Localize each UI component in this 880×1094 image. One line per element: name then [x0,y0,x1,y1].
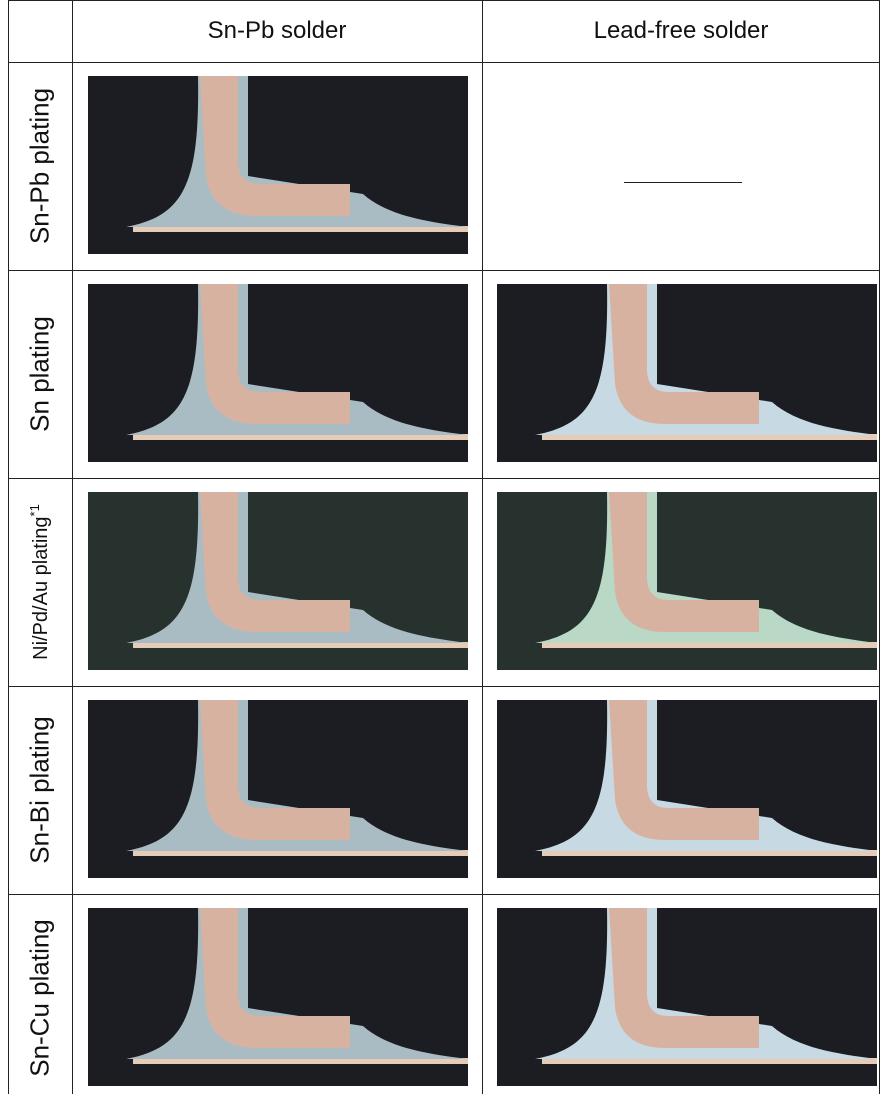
rule [8,894,880,895]
row-label: Sn-Pb plating [25,88,56,244]
lead [609,908,759,1048]
footnote-mark: *1 [27,504,43,517]
cross-section-photo [88,284,468,462]
row-label-text: Sn plating [24,316,55,432]
column-header: Sn-Pb solder [207,17,347,44]
rule [8,0,9,1094]
rule [482,0,483,1094]
cross-section-photo [497,492,877,670]
rule [8,686,880,687]
cross-section-photo [88,492,468,670]
row-label-text: Sn-Pb plating [24,87,55,245]
board [542,850,877,856]
board [542,642,877,648]
lead [609,700,759,840]
empty-cell-dash [624,182,742,183]
lead [200,76,350,216]
lead [200,284,350,424]
rule [8,0,880,1]
rule [72,0,73,1094]
lead [200,908,350,1048]
rule [8,478,880,479]
board [133,226,468,232]
cross-section-photo [88,908,468,1086]
board [133,1058,468,1064]
row-label: Sn-Cu plating [25,919,56,1077]
board [133,642,468,648]
row-label-text: Sn-Bi plating [24,716,55,864]
row-label-text: Ni/Pd/Au plating [29,516,52,660]
row-label-text: Sn-Cu plating [24,919,55,1077]
lead [609,492,759,632]
board [542,1058,877,1064]
lead [609,284,759,424]
cross-section-photo [88,700,468,878]
cross-section-photo [497,908,877,1086]
column-header: Lead-free solder [593,17,769,44]
cross-section-photo [88,76,468,254]
row-label: Sn-Bi plating [25,716,56,863]
cross-section-photo [497,700,877,878]
lead [200,492,350,632]
board [542,434,877,440]
rule [8,270,880,271]
rule [8,62,880,63]
board [133,434,468,440]
row-label: Sn plating [25,316,56,432]
cross-section-photo [497,284,877,462]
board [133,850,468,856]
row-label: Ni/Pd/Au plating*1 [27,504,53,660]
lead [200,700,350,840]
